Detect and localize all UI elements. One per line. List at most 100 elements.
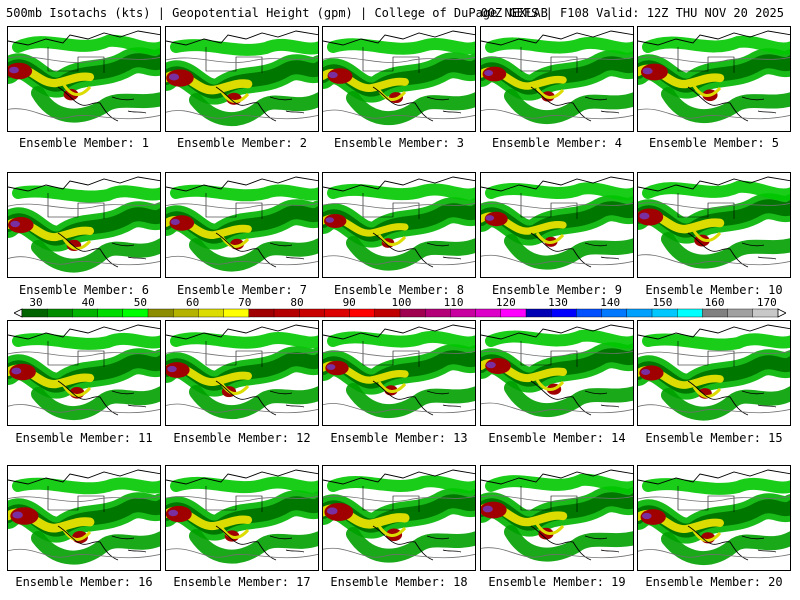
scale-tick-label: 130 xyxy=(548,297,568,309)
map-canvas xyxy=(166,30,318,127)
ensemble-map-panel xyxy=(322,26,476,132)
scale-swatch xyxy=(727,308,754,318)
scale-arrow-right xyxy=(777,308,786,318)
scale-tick-label: 110 xyxy=(444,297,464,309)
ensemble-map-panel xyxy=(480,465,634,571)
ensemble-member-label: Ensemble Member: 3 xyxy=(333,136,465,150)
map-canvas xyxy=(638,324,790,421)
ensemble-member-label: Ensemble Member: 14 xyxy=(488,431,626,445)
scale-swatch xyxy=(324,308,351,318)
map-canvas xyxy=(323,469,475,563)
scale-swatch xyxy=(147,308,174,318)
ensemble-map-panel xyxy=(637,320,791,426)
header: 500mb Isotachs (kts) | Geopotential Heig… xyxy=(0,0,800,24)
product-title: 500mb Isotachs (kts) | Geopotential Heig… xyxy=(6,6,548,20)
ensemble-map-panel xyxy=(480,320,634,426)
scale-tick-label: 170 xyxy=(757,297,777,309)
run-valid-time: 00Z GEFS | F108 Valid: 12Z THU NOV 20 20… xyxy=(480,6,784,20)
scale-swatch xyxy=(172,308,199,318)
map-canvas xyxy=(323,30,475,126)
scale-tick-label: 80 xyxy=(290,297,303,309)
ensemble-member-label: Ensemble Member: 17 xyxy=(173,575,311,589)
ensemble-map-panel xyxy=(322,172,476,278)
map-canvas xyxy=(638,469,790,566)
ensemble-member-label: Ensemble Member: 6 xyxy=(18,283,150,297)
scale-swatch xyxy=(677,308,703,318)
map-canvas xyxy=(481,176,633,270)
scale-tick-label: 70 xyxy=(238,297,251,309)
map-canvas xyxy=(638,30,790,124)
scale-swatch xyxy=(349,308,376,318)
ensemble-member-label: Ensemble Member: 5 xyxy=(648,136,780,150)
ensemble-map-panel xyxy=(480,172,634,278)
scale-swatch xyxy=(299,308,325,318)
ensemble-map-panel xyxy=(7,172,161,278)
scale-swatch xyxy=(21,308,48,318)
scale-swatch xyxy=(576,308,603,318)
scale-swatch xyxy=(500,308,527,318)
scale-swatch xyxy=(626,308,653,318)
scale-tick-label: 60 xyxy=(186,297,199,309)
scale-swatch xyxy=(399,308,426,318)
ensemble-member-label: Ensemble Member: 10 xyxy=(645,283,783,297)
map-canvas xyxy=(8,324,160,421)
ensemble-member-label: Ensemble Member: 19 xyxy=(488,575,626,589)
map-canvas xyxy=(8,176,160,273)
map-canvas xyxy=(481,324,633,418)
map-canvas xyxy=(323,324,475,419)
ensemble-map-panel xyxy=(322,465,476,571)
ensemble-member-label: Ensemble Member: 20 xyxy=(645,575,783,589)
scale-swatch xyxy=(702,308,729,318)
scale-tick-label: 30 xyxy=(29,297,42,309)
map-canvas xyxy=(481,30,633,125)
ensemble-map-panel xyxy=(637,26,791,132)
ensemble-map-panel xyxy=(165,320,319,426)
scale-tick-label: 40 xyxy=(82,297,95,309)
ensemble-map-panel xyxy=(165,26,319,132)
ensemble-member-label: Ensemble Member: 8 xyxy=(333,283,465,297)
scale-tick-label: 50 xyxy=(134,297,147,309)
ensemble-map-panel xyxy=(637,172,791,278)
scale-swatch xyxy=(248,308,275,318)
color-scale: 30 40 50 60 70 80 90 100 110 120 130 140 150 160 170 xyxy=(14,297,786,318)
ensemble-map-panel xyxy=(7,26,161,132)
scale-tick-label: 160 xyxy=(705,297,725,309)
ensemble-member-label: Ensemble Member: 16 xyxy=(15,575,153,589)
ensemble-map-panel xyxy=(165,465,319,571)
map-canvas xyxy=(166,176,318,272)
scale-arrow-left xyxy=(14,308,23,318)
ensemble-member-label: Ensemble Member: 11 xyxy=(15,431,153,445)
scale-swatch xyxy=(97,308,124,318)
ensemble-map-panel xyxy=(7,465,161,571)
scale-swatch xyxy=(752,308,779,318)
scale-swatch xyxy=(122,308,149,318)
map-canvas xyxy=(638,176,790,269)
scale-tick-label: 120 xyxy=(496,297,516,309)
scale-swatch xyxy=(475,308,502,318)
scale-tick-label: 100 xyxy=(391,297,411,309)
ensemble-member-label: Ensemble Member: 4 xyxy=(491,136,623,150)
ensemble-member-label: Ensemble Member: 1 xyxy=(18,136,150,150)
scale-swatch xyxy=(525,308,552,318)
ensemble-map-panel xyxy=(322,320,476,426)
map-canvas xyxy=(8,30,160,123)
scale-swatch xyxy=(374,308,401,318)
ensemble-member-label: Ensemble Member: 7 xyxy=(176,283,308,297)
ensemble-member-label: Ensemble Member: 13 xyxy=(330,431,468,445)
scale-swatch xyxy=(450,308,477,318)
map-canvas xyxy=(8,469,160,565)
scale-tick-label: 150 xyxy=(652,297,672,309)
map-canvas xyxy=(481,469,633,562)
ensemble-map-panel xyxy=(480,26,634,132)
scale-swatch xyxy=(72,308,99,318)
ensemble-member-label: Ensemble Member: 2 xyxy=(176,136,308,150)
ensemble-map-panel xyxy=(7,320,161,426)
scale-swatch xyxy=(198,308,225,318)
scale-swatch xyxy=(425,308,451,318)
scale-swatch xyxy=(47,308,73,318)
ensemble-member-label: Ensemble Member: 15 xyxy=(645,431,783,445)
scale-swatch xyxy=(273,308,300,318)
scale-swatch xyxy=(551,308,577,318)
scale-swatch xyxy=(651,308,678,318)
scale-swatch xyxy=(601,308,628,318)
